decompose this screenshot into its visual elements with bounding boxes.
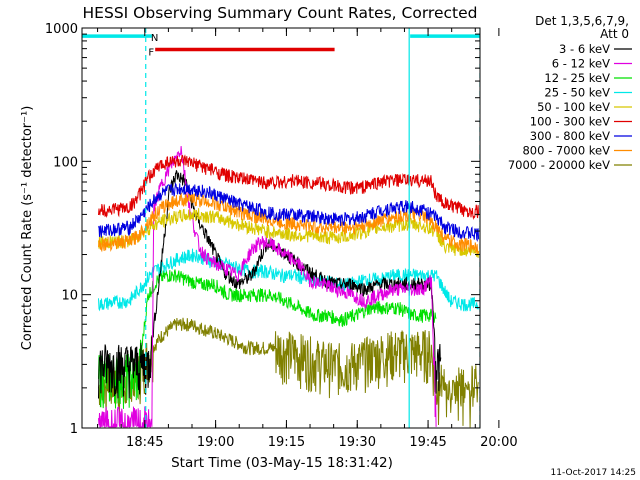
- chart-title: HESSI Observing Summary Count Rates, Cor…: [83, 4, 478, 22]
- y-tick-label: 1000: [45, 22, 78, 37]
- plot-frame: [81, 27, 481, 429]
- legend-label: 50 - 100 keV: [537, 100, 610, 114]
- legend-label: 300 - 800 keV: [530, 129, 610, 143]
- series-line-100-300-kev: [98, 154, 480, 220]
- x-tick-label: 19:30: [339, 435, 376, 450]
- legend-label: 12 - 25 keV: [544, 71, 610, 85]
- series-line-7000-20000-kev: [98, 317, 479, 428]
- axis-layer: 1 10 100 1000 18:45 19:00 19:15 19:30 19:45 20:00: [45, 22, 518, 450]
- legend-header-line1: Det 1,3,5,6,7,9,: [535, 14, 629, 28]
- plot-area: NF: [82, 28, 480, 428]
- footer-timestamp: 11-Oct-2017 14:25: [551, 468, 636, 478]
- series-line-25-50-kev: [98, 248, 479, 312]
- y-axis-label: Corrected Count Rate (s⁻¹ detector⁻¹): [20, 106, 35, 351]
- series-line-12-25-kev: [98, 269, 437, 409]
- legend-label: 6 - 12 keV: [552, 57, 610, 71]
- x-tick-label: 19:15: [268, 435, 305, 450]
- status-layer: NF: [82, 33, 480, 58]
- y-tick-label: 1: [70, 422, 78, 437]
- legend-label: 100 - 300 keV: [530, 115, 610, 129]
- series-line-300-800-kev: [98, 182, 480, 243]
- x-axis-label: Start Time (03-May-15 18:31:42): [171, 455, 393, 471]
- series-layer: [98, 146, 480, 428]
- y-tick-label: 100: [53, 155, 78, 170]
- marker-layer: [145, 28, 480, 428]
- status-bar-label-n: N: [151, 33, 158, 44]
- legend-header-line2: Att 0: [600, 27, 629, 41]
- legend-label: 3 - 6 keV: [559, 42, 610, 56]
- series-line-6-12-kev: [98, 146, 437, 428]
- legend-label: 7000 - 20000 keV: [508, 158, 610, 172]
- x-tick-label: 20:00: [480, 435, 517, 450]
- x-tick-label: 19:00: [197, 435, 234, 450]
- legend-label: 25 - 50 keV: [544, 86, 610, 100]
- y-tick-label: 10: [61, 289, 78, 304]
- x-tick-label: 18:45: [126, 435, 163, 450]
- legend-label: 800 - 7000 keV: [522, 144, 610, 158]
- series-line-50-100-kev: [98, 208, 480, 258]
- status-bar-label-f: F: [148, 47, 154, 58]
- x-tick-label: 19:45: [409, 435, 446, 450]
